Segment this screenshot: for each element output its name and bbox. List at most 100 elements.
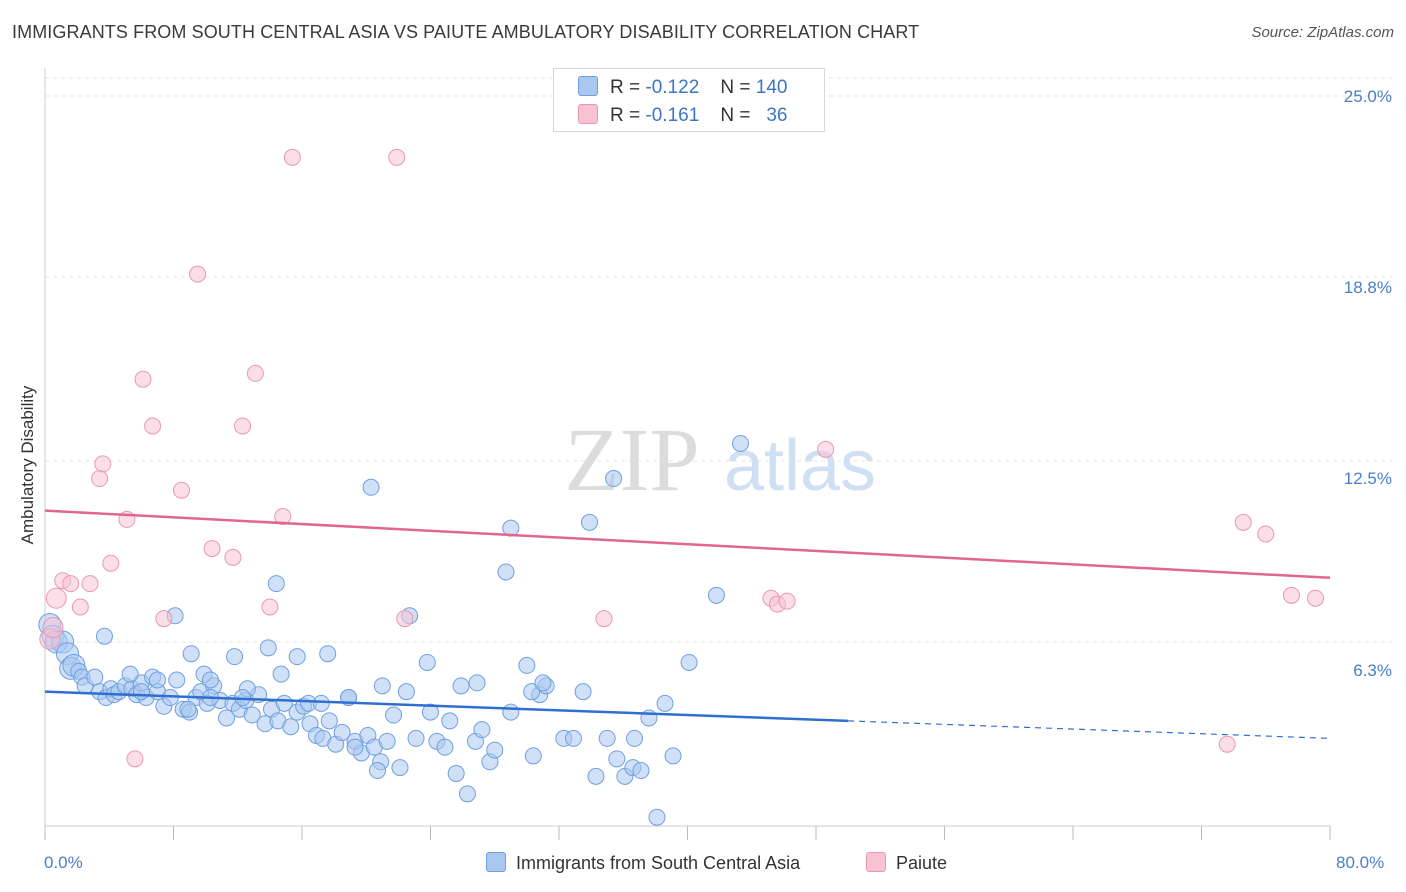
data-point-blue <box>378 732 396 750</box>
data-point-blue <box>95 627 113 645</box>
data-point-blue <box>418 653 436 671</box>
data-point-blue <box>168 671 186 689</box>
trend-line-pink <box>44 509 1331 580</box>
r-value: -0.122 <box>645 77 700 98</box>
data-point-pink <box>42 616 64 638</box>
r-label: R = <box>610 77 641 98</box>
data-point-blue <box>518 656 536 674</box>
data-point-pink <box>94 455 112 473</box>
chart-title: IMMIGRANTS FROM SOUTH CENTRAL ASIA VS PA… <box>12 22 920 42</box>
data-point-blue <box>272 665 290 683</box>
data-point-pink <box>203 540 221 558</box>
data-point-blue <box>656 694 674 712</box>
data-point-blue <box>605 470 623 488</box>
data-point-blue <box>534 674 552 692</box>
data-point-blue <box>182 645 200 663</box>
data-point-blue <box>574 683 592 701</box>
data-point-blue <box>86 668 104 686</box>
data-point-pink <box>1218 735 1236 753</box>
source-note: Source: ZipAtlas.com <box>1251 24 1394 41</box>
data-point-blue <box>497 563 515 581</box>
data-point-blue <box>441 712 459 730</box>
data-point-blue <box>319 645 337 663</box>
data-point-pink <box>144 417 162 435</box>
data-point-pink <box>388 148 406 166</box>
data-point-blue <box>468 674 486 692</box>
data-point-blue <box>179 700 197 718</box>
data-point-blue <box>707 586 725 604</box>
data-point-blue <box>436 738 454 756</box>
data-point-blue <box>391 759 409 777</box>
n-label: N = <box>720 105 751 126</box>
data-point-blue <box>598 729 616 747</box>
data-point-pink <box>102 554 120 572</box>
trend-line-blue-dashed <box>848 720 1331 739</box>
data-point-pink <box>246 364 264 382</box>
data-point-pink <box>134 370 152 388</box>
data-point-blue <box>121 665 139 683</box>
data-point-pink <box>1307 589 1325 607</box>
data-point-blue <box>524 747 542 765</box>
data-point-blue <box>259 639 277 657</box>
data-point-pink <box>224 548 242 566</box>
data-point-pink <box>595 610 613 628</box>
blue-swatch-icon <box>486 852 506 872</box>
data-point-blue <box>648 808 666 826</box>
n-value: 36 <box>766 105 788 126</box>
y-axis-label: Ambulatory Disability <box>18 385 37 545</box>
data-point-blue <box>320 712 338 730</box>
data-point-pink <box>173 481 191 499</box>
data-point-blue <box>587 767 605 785</box>
data-point-pink <box>817 440 835 458</box>
data-point-blue <box>226 648 244 666</box>
y-tick-label: 25.0% <box>1343 87 1392 106</box>
y-tick-label: 18.8% <box>1343 278 1392 297</box>
pink-swatch-icon <box>866 852 886 872</box>
data-point-pink <box>126 750 144 768</box>
data-point-pink <box>189 265 207 283</box>
data-point-blue <box>625 729 643 747</box>
x-tick-label: 0.0% <box>44 853 83 872</box>
legend-row-pink: R = -0.161 N = 36 <box>578 104 787 127</box>
data-point-blue <box>368 762 386 780</box>
pink-swatch-icon <box>578 104 598 124</box>
series2-label: Paiute <box>896 853 948 873</box>
data-point-blue <box>267 575 285 593</box>
data-point-blue <box>373 677 391 695</box>
data-point-blue <box>148 671 166 689</box>
r-label: R = <box>610 105 641 126</box>
data-point-pink <box>234 417 252 435</box>
r-value: -0.161 <box>645 105 700 126</box>
data-point-pink <box>71 598 89 616</box>
watermark-atlas: atlas <box>724 426 876 506</box>
data-point-pink <box>261 598 279 616</box>
data-point-blue <box>447 764 465 782</box>
data-point-blue <box>312 694 330 712</box>
blue-swatch-icon <box>578 76 598 96</box>
n-value: 140 <box>755 77 788 98</box>
data-point-blue <box>346 738 364 756</box>
trend-line-blue <box>44 690 849 723</box>
data-point-pink <box>1257 525 1275 543</box>
data-point-blue <box>680 653 698 671</box>
data-point-blue <box>458 785 476 803</box>
y-tick-label: 6.3% <box>1353 661 1392 680</box>
data-point-pink <box>1282 586 1300 604</box>
data-point-blue <box>564 729 582 747</box>
data-point-blue <box>486 741 504 759</box>
data-point-blue <box>333 724 351 742</box>
data-point-pink <box>283 148 301 166</box>
data-point-blue <box>664 747 682 765</box>
data-point-blue <box>385 706 403 724</box>
watermark-zip: ZIP <box>565 411 700 510</box>
data-point-blue <box>201 671 219 689</box>
data-point-pink <box>62 575 80 593</box>
data-point-pink <box>91 470 109 488</box>
bottom-legend-series1: Immigrants from South Central Asia <box>486 852 800 874</box>
data-point-pink <box>396 610 414 628</box>
data-point-pink <box>45 587 67 609</box>
data-point-pink <box>1234 513 1252 531</box>
series1-label: Immigrants from South Central Asia <box>516 853 801 873</box>
data-point-blue <box>732 434 750 452</box>
correlation-legend: R = -0.122 N = 140 R = -0.161 N = 36 <box>553 68 825 132</box>
